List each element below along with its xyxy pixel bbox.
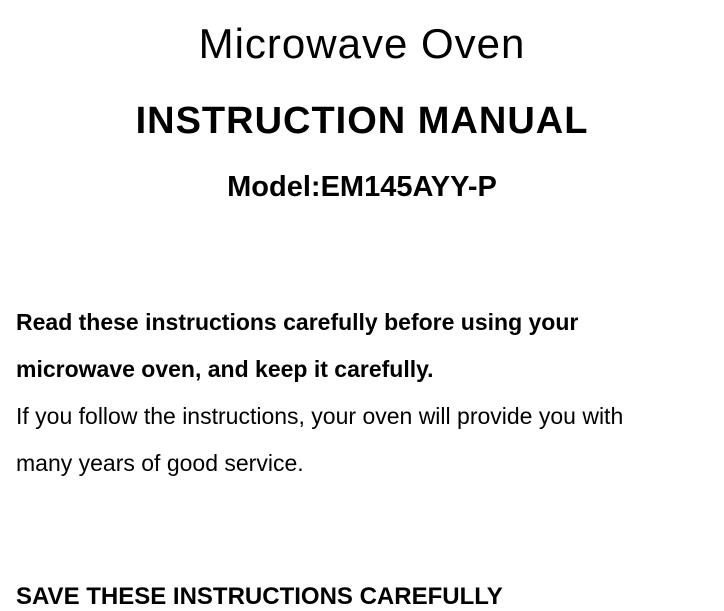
document-page: Microwave Oven INSTRUCTION MANUAL Model:…: [0, 0, 724, 609]
body-bold: Read these instructions carefully before…: [16, 309, 578, 382]
title: Microwave Oven: [16, 20, 708, 68]
body-block: Read these instructions carefully before…: [16, 299, 708, 488]
model-value: EM145AYY-P: [321, 171, 497, 203]
model-label: Model:: [227, 171, 320, 203]
body-regular: If you follow the instructions, your ove…: [16, 403, 623, 476]
footer-line: SAVE THESE INSTRUCTIONS CAREFULLY: [16, 583, 708, 611]
subtitle: INSTRUCTION MANUAL: [16, 100, 708, 143]
model-line: Model:EM145AYY-P: [16, 171, 708, 204]
